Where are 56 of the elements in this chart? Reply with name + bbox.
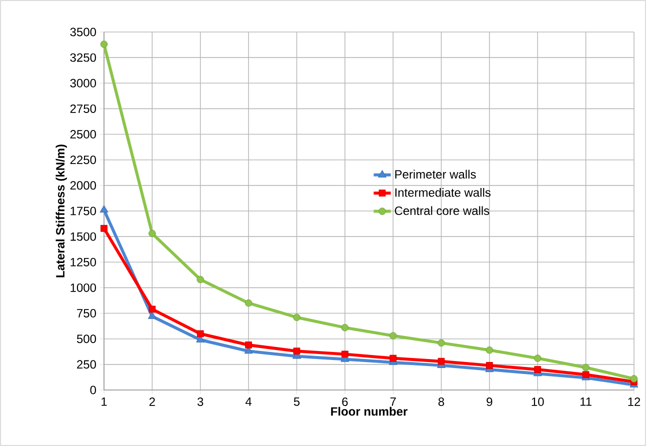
- y-tick-label: 1750: [70, 206, 96, 216]
- point: [293, 348, 300, 355]
- y-tick-label: 1250: [70, 258, 96, 266]
- point: [148, 230, 156, 238]
- y-tick-label: 2250: [70, 156, 96, 164]
- point: [196, 276, 204, 284]
- y-tick-label: 500: [76, 334, 96, 344]
- point: [486, 346, 494, 354]
- legend-label: Perimeter walls: [395, 170, 476, 179]
- point: [534, 366, 542, 373]
- y-tick-label: 1500: [70, 232, 96, 241]
- point: [630, 375, 638, 382]
- x-tick-label: 10: [532, 398, 544, 406]
- y-tick-label: 1000: [70, 283, 96, 292]
- x-tick-label: 6: [342, 398, 348, 406]
- point: [341, 350, 348, 358]
- x-tick-label: 5: [294, 398, 300, 406]
- y-tick-label: 3250: [70, 53, 96, 62]
- y-tick-label: 2000: [70, 181, 96, 190]
- x-tick-label: 7: [390, 398, 396, 406]
- point: [293, 314, 300, 322]
- point: [341, 324, 349, 332]
- point: [148, 306, 156, 313]
- y-tick-label: 3000: [70, 78, 96, 88]
- x-tick-label: 1: [102, 398, 107, 406]
- x-tick-label: 8: [438, 398, 444, 406]
- x-tick-label: 3: [197, 398, 204, 406]
- y-tick-label: 750: [77, 309, 96, 318]
- legend-label: Intermediate walls: [395, 188, 491, 197]
- x-tick-label: 2: [149, 398, 155, 406]
- point: [244, 299, 252, 307]
- point: [196, 330, 204, 338]
- point: [245, 342, 252, 348]
- point: [438, 358, 445, 365]
- point: [389, 332, 397, 340]
- point: [486, 362, 493, 369]
- y-tick-label: 0: [90, 386, 96, 394]
- point: [100, 40, 108, 48]
- legend-label: Central core walls: [394, 206, 490, 215]
- y-axis-title: Lateral Stiffness (kN/m): [56, 144, 67, 278]
- x-tick-label: 12: [628, 398, 640, 406]
- point: [100, 205, 108, 213]
- x-axis-title: Floor number: [331, 406, 408, 416]
- y-tick-label: 2500: [70, 130, 96, 139]
- point: [390, 354, 397, 362]
- point: [438, 339, 445, 347]
- x-tick-label: 11: [580, 398, 592, 406]
- y-tick-label: 3500: [70, 28, 96, 36]
- x-tick-label: 4: [245, 398, 252, 406]
- y-tick-label: 250: [77, 360, 96, 369]
- point: [534, 354, 542, 362]
- x-tick-label: 9: [486, 398, 492, 406]
- point: [148, 311, 156, 319]
- point: [582, 364, 590, 372]
- point: [100, 224, 108, 232]
- y-tick-label: 2750: [70, 104, 96, 113]
